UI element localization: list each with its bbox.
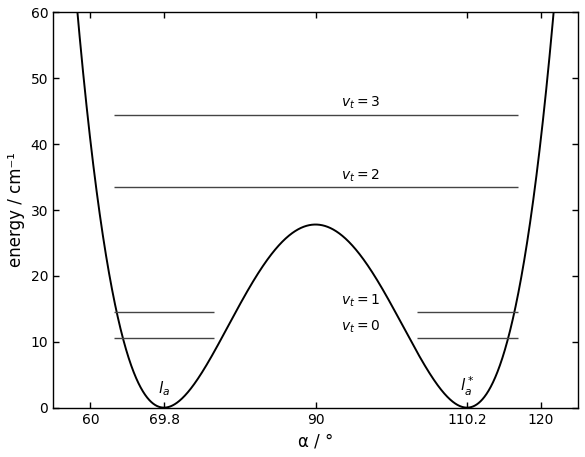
Text: $v_t = 2$: $v_t = 2$ bbox=[341, 167, 380, 184]
Text: $v_t = 1$: $v_t = 1$ bbox=[341, 292, 380, 309]
Text: $v_t = 3$: $v_t = 3$ bbox=[341, 95, 380, 111]
Y-axis label: energy / cm⁻¹: energy / cm⁻¹ bbox=[7, 153, 25, 267]
X-axis label: α / °: α / ° bbox=[298, 432, 333, 450]
Text: $l_a$: $l_a$ bbox=[158, 379, 170, 398]
Text: $v_t = 0$: $v_t = 0$ bbox=[341, 319, 380, 335]
Text: $l_a^*$: $l_a^*$ bbox=[460, 375, 474, 398]
